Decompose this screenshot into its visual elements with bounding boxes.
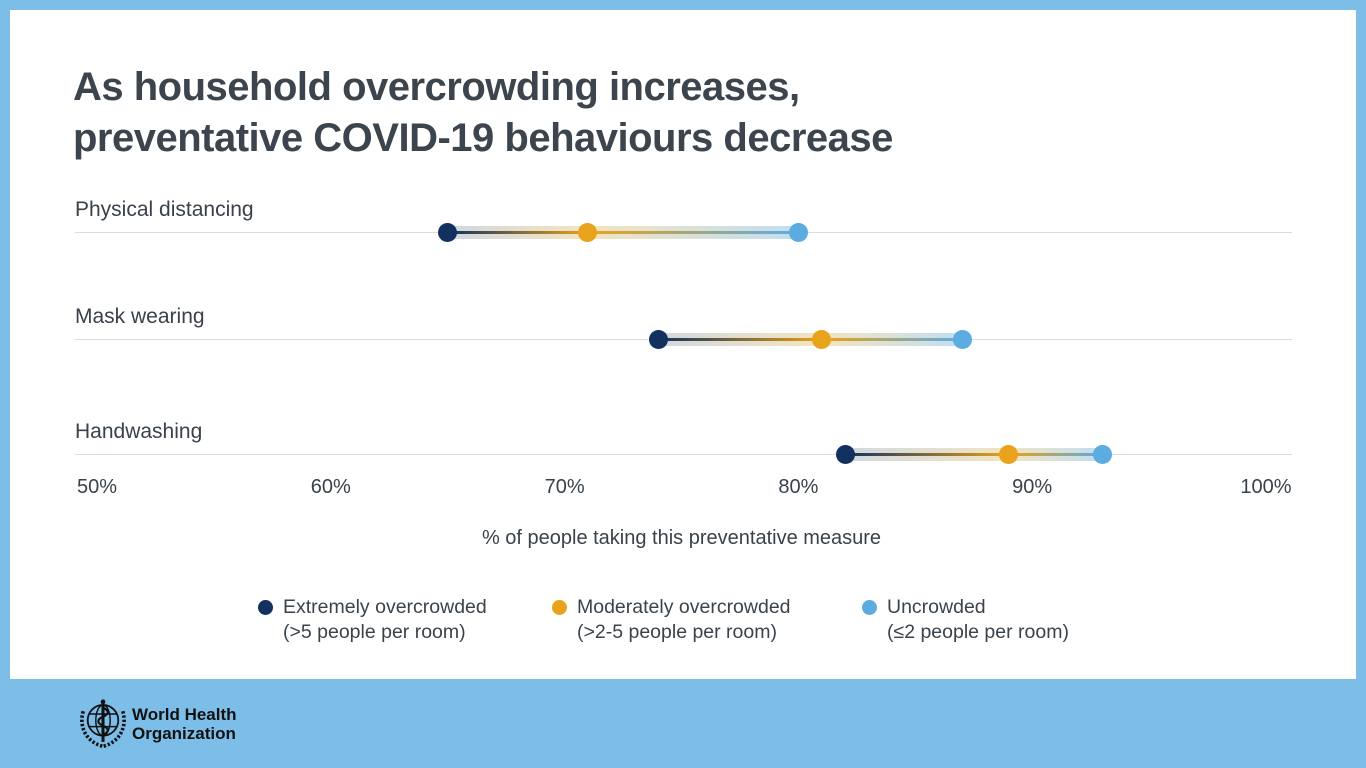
chart-title: As household overcrowding increases, pre…: [73, 62, 893, 164]
dot-moderately-overcrowded: [999, 445, 1019, 464]
x-axis: 50% 60% 70% 80% 90% 100%: [10, 476, 1356, 500]
legend-label: Moderately overcrowded: [577, 596, 791, 618]
legend-text: Uncrowded (≤2 people per room): [887, 595, 1069, 645]
legend-dot-orange-icon: [552, 600, 567, 615]
footer-band: World Health Organization: [0, 679, 1366, 768]
who-wordmark-line-1: World Health: [132, 705, 237, 724]
dot-uncrowded: [788, 223, 808, 242]
legend-item-moderately-overcrowded: Moderately overcrowded (>2-5 people per …: [552, 595, 791, 645]
category-label: Mask wearing: [75, 305, 205, 328]
x-axis-tick: 70%: [544, 476, 585, 498]
dot-uncrowded: [1092, 445, 1112, 464]
who-wordmark: World Health Organization: [132, 705, 237, 743]
legend-label: Extremely overcrowded: [283, 596, 487, 618]
connector-line: [447, 231, 799, 234]
connector-line: [658, 338, 963, 341]
dot-extremely-overcrowded: [648, 330, 668, 349]
x-axis-label: % of people taking this preventative mea…: [481, 527, 882, 549]
category-label: Handwashing: [75, 420, 203, 443]
x-axis-tick: 60%: [310, 476, 351, 498]
x-axis-tick: 90%: [1012, 476, 1053, 498]
who-emblem-icon: [80, 699, 126, 749]
chart-title-line-2: preventative COVID-19 behaviours decreas…: [73, 116, 893, 160]
x-axis-tick: 100%: [1240, 476, 1292, 498]
x-axis-tick: 50%: [76, 476, 118, 498]
legend-item-extremely-overcrowded: Extremely overcrowded (>5 people per roo…: [258, 595, 487, 645]
who-wordmark-line-2: Organization: [132, 724, 236, 743]
chart-legend: Extremely overcrowded (>5 people per roo…: [10, 595, 1356, 655]
chart-card: As household overcrowding increases, pre…: [10, 10, 1356, 679]
legend-sublabel: (>5 people per room): [283, 621, 466, 643]
row-gridline: [75, 454, 1292, 455]
dot-moderately-overcrowded: [812, 330, 832, 349]
legend-label: Uncrowded: [887, 596, 986, 618]
legend-text: Extremely overcrowded (>5 people per roo…: [283, 595, 487, 645]
chart-title-line-1: As household overcrowding increases,: [73, 65, 800, 109]
x-axis-tick: 80%: [778, 476, 819, 498]
connector-line: [845, 453, 1103, 456]
dot-extremely-overcrowded: [438, 223, 458, 242]
legend-dot-navy-icon: [258, 600, 273, 615]
dot-extremely-overcrowded: [835, 445, 855, 464]
legend-sublabel: (≤2 people per room): [887, 621, 1069, 643]
legend-text: Moderately overcrowded (>2-5 people per …: [577, 595, 791, 645]
category-label: Physical distancing: [75, 198, 254, 221]
legend-item-uncrowded: Uncrowded (≤2 people per room): [862, 595, 1069, 645]
legend-dot-lightblue-icon: [862, 600, 877, 615]
dot-uncrowded: [952, 330, 972, 349]
dot-moderately-overcrowded: [578, 223, 598, 242]
legend-sublabel: (>2-5 people per room): [577, 621, 777, 643]
